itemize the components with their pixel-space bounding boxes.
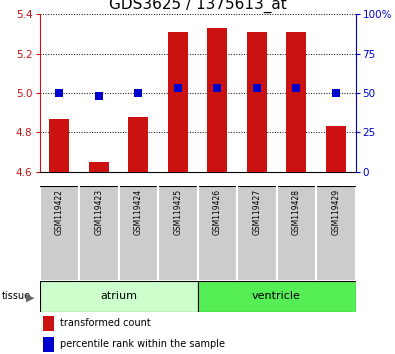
Bar [118, 186, 158, 281]
Bar [79, 186, 118, 281]
Point [56, 90, 62, 96]
Bar [158, 186, 198, 281]
Point [214, 85, 220, 91]
Bar [276, 186, 316, 281]
Title: GDS3625 / 1375613_at: GDS3625 / 1375613_at [109, 0, 286, 13]
Bar [89, 162, 109, 172]
Point [293, 85, 299, 91]
Point [254, 85, 260, 91]
Bar [43, 337, 54, 352]
Text: percentile rank within the sample: percentile rank within the sample [60, 339, 225, 349]
Text: GSM119423: GSM119423 [94, 189, 103, 235]
Bar [207, 28, 227, 172]
Point [135, 90, 141, 96]
Bar [198, 186, 237, 281]
Bar [40, 281, 198, 312]
Text: GSM119428: GSM119428 [292, 189, 301, 235]
Point [96, 93, 102, 99]
Text: GSM119429: GSM119429 [331, 189, 340, 235]
Bar [43, 316, 54, 331]
Bar [168, 32, 188, 172]
Bar [237, 186, 276, 281]
Bar [49, 119, 69, 172]
Text: GSM119422: GSM119422 [55, 189, 64, 235]
Text: ▶: ▶ [26, 293, 34, 303]
Bar [40, 186, 79, 281]
Text: GSM119424: GSM119424 [134, 189, 143, 235]
Bar [286, 32, 306, 172]
Bar [316, 186, 356, 281]
Bar [326, 126, 346, 172]
Point [175, 85, 181, 91]
Point [333, 90, 339, 96]
Bar [128, 116, 148, 172]
Text: GSM119426: GSM119426 [213, 189, 222, 235]
Text: ventricle: ventricle [252, 291, 301, 302]
Text: tissue: tissue [2, 291, 31, 302]
Bar [198, 281, 356, 312]
Text: GSM119425: GSM119425 [173, 189, 182, 235]
Text: atrium: atrium [100, 291, 137, 302]
Text: GSM119427: GSM119427 [252, 189, 261, 235]
Bar [247, 32, 267, 172]
Text: transformed count: transformed count [60, 318, 151, 328]
